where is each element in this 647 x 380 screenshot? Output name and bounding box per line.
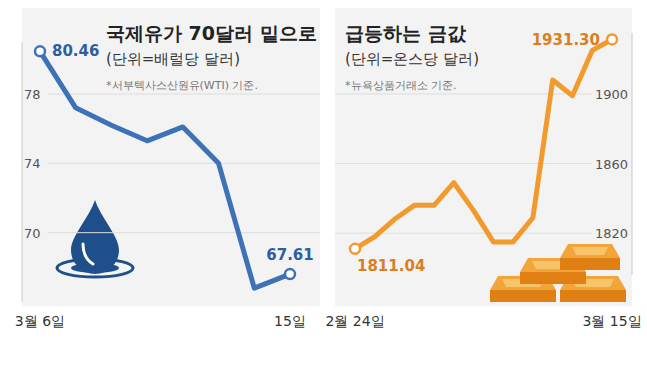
- grid-line: [335, 93, 592, 94]
- tick-label: 78: [24, 87, 41, 102]
- oil-drop: [71, 200, 119, 274]
- gold-bar: [572, 247, 608, 255]
- grid-line: [335, 163, 592, 164]
- chart: 1820 1860 1900 급등하는 금값 (단위=온스당 달러) *뉴욕상품거래소 기…: [325, 8, 641, 329]
- chart: 70 74 78 국제유가 70달러 밑으로 (단위=배럴당 달러) *서부텍사스산원유(…: [15, 8, 320, 329]
- gold-bar: [520, 272, 586, 284]
- title: 국제유가 70달러 밑으로: [106, 22, 317, 44]
- y-axis-line: [632, 33, 633, 275]
- gold-bar: [560, 244, 620, 258]
- category-label: 3월 15일: [582, 313, 641, 329]
- series-line: [355, 39, 612, 248]
- grid-line: [48, 232, 320, 233]
- data-label: 1811.04: [357, 257, 425, 275]
- category-label: 3월 6일: [15, 313, 65, 329]
- annotation: *서부텍사스산원유(WTI) 기준.: [106, 79, 258, 92]
- grid-line: [48, 94, 320, 95]
- tick-label: 74: [24, 156, 41, 171]
- gold-bar: [560, 290, 626, 302]
- oil-drop-shine: [83, 244, 93, 264]
- icon: [490, 244, 626, 302]
- point-marker: [350, 244, 360, 254]
- annotation: *뉴욕상품거래소 기준.: [345, 79, 457, 92]
- data-label: 80.46: [52, 42, 99, 60]
- background: [0, 0, 647, 380]
- point-marker: [35, 46, 45, 56]
- grid-line: [335, 233, 592, 234]
- tick-label: 70: [24, 226, 41, 241]
- gold-bar: [490, 290, 556, 302]
- category-label: 2월 24일: [325, 313, 384, 329]
- point-marker: [607, 34, 617, 44]
- data-label: 67.61: [266, 246, 313, 264]
- y-axis-line: [22, 42, 23, 302]
- panel: [335, 8, 632, 306]
- panel: [22, 8, 320, 306]
- gold-bar: [560, 258, 620, 270]
- data-label: 1931.30: [532, 31, 600, 49]
- tick-label: 1860: [595, 157, 628, 172]
- title: 급등하는 금값: [345, 22, 467, 44]
- category-label: 15일: [274, 313, 306, 329]
- figure: 70 74 78 국제유가 70달러 밑으로 (단위=배럴당 달러) *서부텍사스산원유(…: [0, 0, 647, 380]
- plot-area: [350, 34, 617, 253]
- plot-area: [35, 46, 295, 288]
- icon: [57, 200, 133, 277]
- point-marker: [285, 269, 295, 279]
- grid-line: [48, 163, 320, 164]
- series-line: [40, 51, 290, 288]
- subtitle: (단위=온스당 달러): [345, 50, 479, 68]
- subtitle: (단위=배럴당 달러): [106, 50, 240, 68]
- tick-label: 1820: [595, 226, 628, 241]
- tick-label: 1900: [595, 87, 628, 102]
